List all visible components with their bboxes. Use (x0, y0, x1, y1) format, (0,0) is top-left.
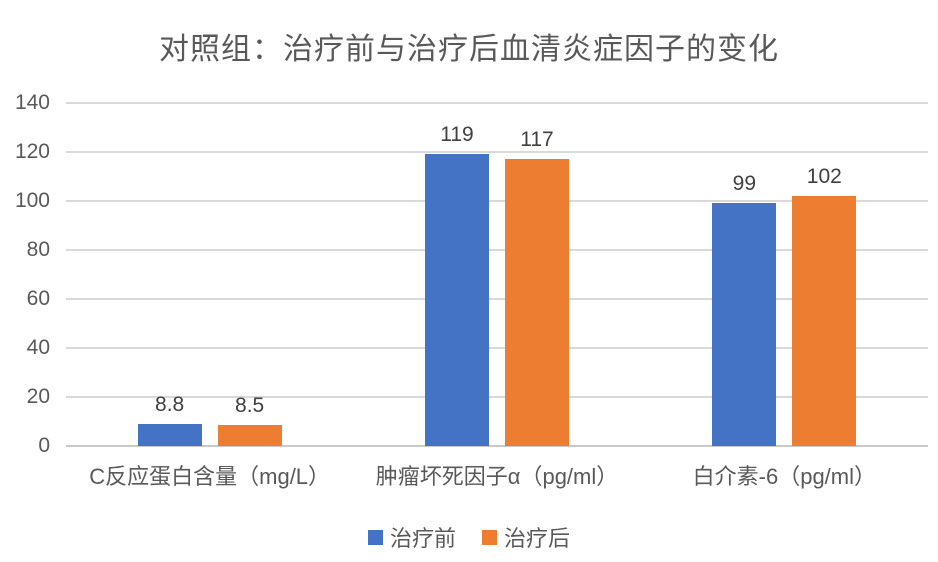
category-label: 肿瘤坏死因子α（pg/ml） (375, 464, 619, 489)
legend-label-after: 治疗后 (504, 526, 571, 551)
y-axis-tick-label: 80 (26, 238, 50, 261)
chart-title: 对照组：治疗前与治疗后血清炎症因子的变化 (159, 33, 779, 66)
bar-value-label: 8.5 (235, 394, 265, 418)
bar-治疗后-2 (505, 159, 569, 446)
y-axis-tick-label: 60 (26, 287, 50, 310)
bar-治疗前-2 (425, 154, 489, 446)
legend-label-before: 治疗前 (389, 526, 456, 551)
category-label: C反应蛋白含量（mg/L） (89, 464, 331, 489)
category-label: 白介素-6（pg/ml） (692, 464, 876, 489)
y-axis-tick-label: 100 (14, 189, 50, 212)
gridline (66, 151, 928, 153)
bar-value-label: 8.8 (155, 393, 185, 417)
bar-value-label: 117 (520, 128, 554, 152)
legend-swatch-before-icon (367, 529, 383, 545)
bar-治疗后-3 (792, 196, 857, 446)
gridline (66, 249, 928, 251)
x-axis-line (66, 445, 928, 447)
bar-value-label: 119 (440, 123, 474, 147)
legend: 治疗前 治疗后 (0, 521, 938, 553)
y-axis-tick-label: 120 (14, 140, 50, 163)
legend-swatch-after-icon (482, 529, 497, 545)
y-axis-tick-label: 20 (26, 385, 50, 408)
gridline (66, 200, 928, 202)
bar-value-label: 99 (732, 172, 756, 196)
gridline (66, 347, 928, 349)
y-axis-tick-label: 0 (38, 434, 50, 457)
gridline (66, 298, 928, 300)
bar-治疗前-3 (712, 203, 777, 446)
y-axis-tick-label: 140 (14, 91, 50, 114)
gridline (66, 396, 928, 398)
y-axis-tick-label: 40 (26, 336, 50, 359)
legend-item-before: 治疗前 (367, 521, 456, 553)
gridline (66, 102, 928, 104)
bar-value-label: 102 (806, 165, 842, 189)
bar-治疗前-1 (137, 424, 202, 446)
bar-治疗后-1 (217, 425, 282, 446)
legend-item-after: 治疗后 (482, 521, 570, 553)
